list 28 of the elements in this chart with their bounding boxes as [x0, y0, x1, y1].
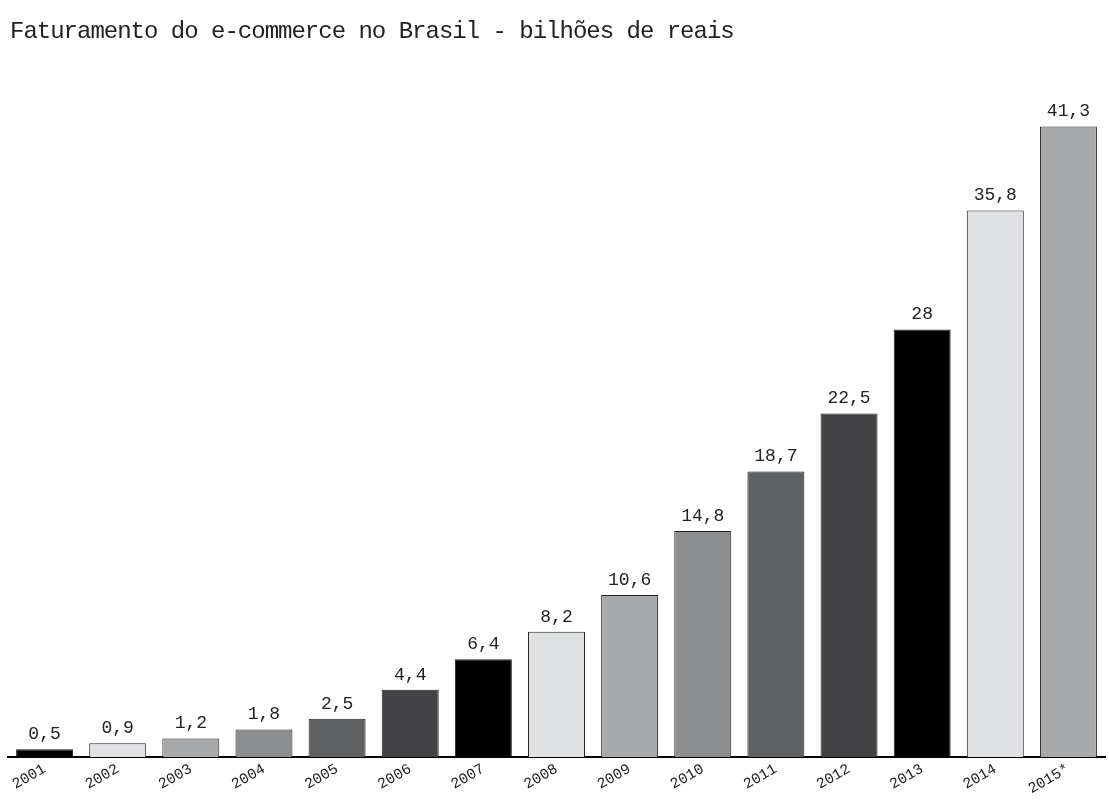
x-tick-label: 2012 [813, 760, 854, 794]
x-tick-label: 2008 [521, 760, 561, 794]
data-label: 10,6 [608, 569, 652, 590]
x-tick-label: 2009 [594, 760, 635, 794]
data-label: 8,2 [540, 606, 573, 627]
data-label: 2,5 [320, 693, 354, 714]
chart-title: Faturamento do e-commerce no Brasil - bilhões de reais [10, 18, 734, 45]
data-label: 0,9 [101, 717, 134, 738]
data-label: 6,4 [467, 633, 500, 654]
data-label: 22,5 [827, 388, 871, 409]
data-label: 35,8 [973, 185, 1017, 206]
x-tick-label: 2014 [960, 760, 1000, 794]
x-tick-label: 2006 [375, 760, 415, 794]
data-label: 0,5 [28, 724, 61, 745]
data-label: 1,2 [174, 713, 208, 734]
data-label: 14,8 [681, 505, 725, 526]
x-tick-label: 2010 [667, 760, 708, 794]
data-label: 4,4 [394, 664, 427, 685]
data-label: 1,8 [247, 704, 281, 725]
x-tick-label: 2011 [740, 760, 781, 794]
data-label: 28 [911, 304, 933, 325]
data-label: 41,3 [1046, 101, 1091, 122]
x-tick-label: 2002 [82, 760, 123, 794]
data-label: 18,7 [754, 446, 798, 467]
x-tick-label: 2003 [155, 760, 196, 794]
x-tick-label: 2013 [887, 760, 927, 794]
x-tick-label: 2004 [228, 760, 269, 794]
x-tick-label: 2001 [9, 760, 50, 794]
